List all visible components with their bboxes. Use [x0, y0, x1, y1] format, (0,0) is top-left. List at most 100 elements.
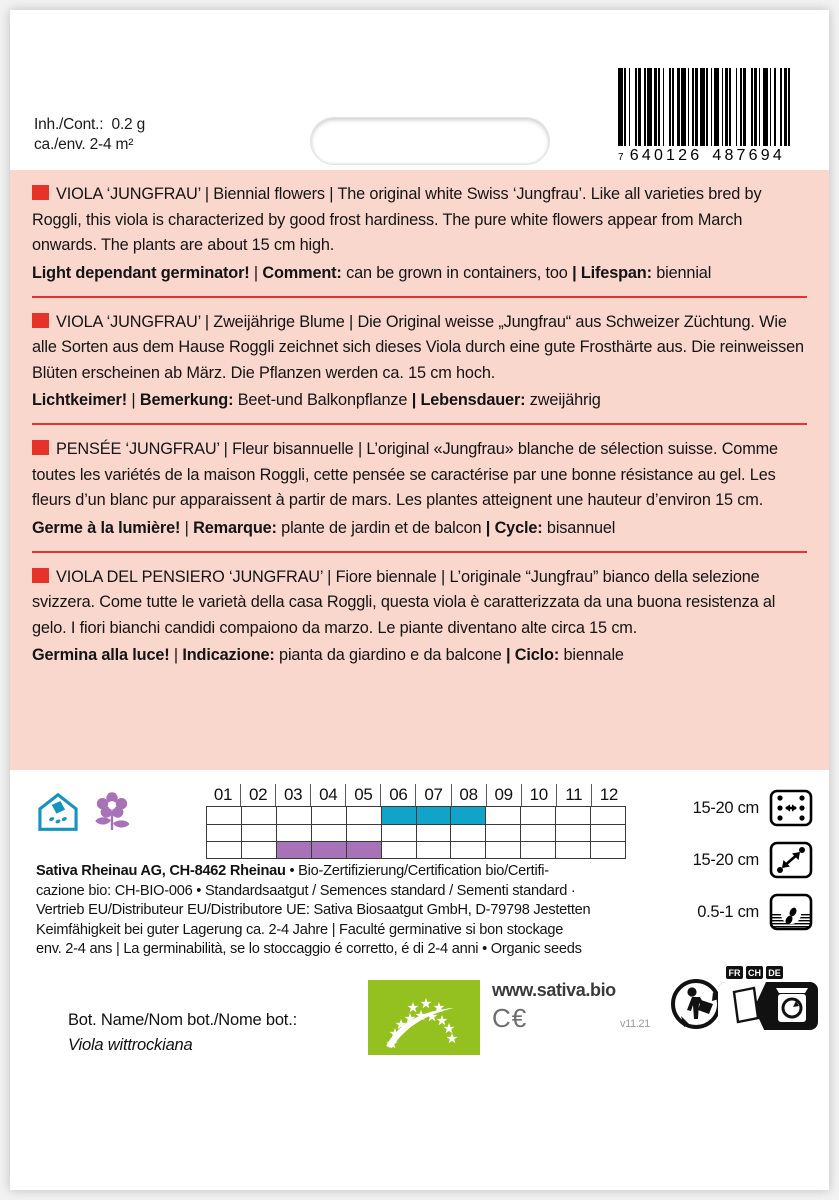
content-weight: Inh./Cont.: 0.2 g: [34, 116, 146, 133]
lifespan-label-it: | Ciclo:: [505, 646, 560, 664]
barcode-bar: [692, 68, 694, 146]
calendar-flowering-row: [207, 841, 625, 858]
lifespan-value-de: zweijährig: [525, 391, 601, 409]
barcode-bar: [635, 68, 637, 146]
barcode-bar: [740, 68, 742, 146]
calendar-cell-09: [486, 842, 522, 858]
barcode-bar: [774, 68, 776, 146]
language-attributes-de: Lichtkeimer! | Bemerkung: Beet-und Balko…: [32, 388, 807, 413]
lifespan-label-fr: | Cycle:: [485, 518, 543, 537]
description-panel: VIOLA ‘JUNGFRAU’ | Biennial flowers | Th…: [10, 170, 829, 770]
calendar-cell-11: [556, 807, 592, 824]
barcode-bar: [695, 68, 699, 146]
calendar-cell-03: [277, 825, 312, 841]
calendar-cell-09: [486, 825, 522, 841]
barcode-bar: [758, 68, 761, 146]
recycling-icons: FR CH DE: [670, 966, 820, 1046]
disposal-icons-group: FR CH DE: [671, 966, 818, 1034]
botanical-name-value: Viola wittrockiana: [68, 1036, 193, 1054]
calendar-grid: [206, 806, 626, 859]
calendar-cell-05: [346, 842, 382, 858]
company-info: Sativa Rheinau AG, CH-8462 Rheinau • Bio…: [36, 862, 656, 960]
language-block-de: VIOLA ‘JUNGFRAU’ | Zweijährige Blume | D…: [32, 295, 807, 424]
calendar-cell-03: [277, 807, 312, 824]
calendar-sowing-row: [207, 807, 625, 824]
barcode-bar: [658, 68, 660, 146]
language-attributes-fr: Germe à la lumière! | Remarque: plante d…: [32, 516, 807, 541]
barcode-bar: [790, 68, 795, 146]
calendar-cell-10: [521, 807, 557, 824]
calendar-cell-02: [242, 825, 277, 841]
comment-value-fr: plante de jardin et de balcon: [276, 518, 486, 537]
comment-label-fr: Remarque:: [193, 518, 277, 537]
barcode-bar: [624, 68, 626, 146]
calendar-cell-12: [591, 807, 625, 824]
calendar-cell-07: [417, 842, 452, 858]
barcode-bar: [713, 68, 719, 146]
red-square-bullet-icon: [32, 440, 49, 455]
calendar-cell-01: [207, 825, 242, 841]
brand-block: www.sativa.bio C€ v11.21: [492, 980, 667, 1032]
calendar-cell-12: [591, 842, 625, 858]
barcode-bar: [647, 68, 653, 146]
language-attributes-it: Germina alla luce! | Indicazione: pianta…: [32, 643, 807, 668]
plant-spacing-row: 15-20 cm: [643, 834, 813, 886]
botanical-name-label: Bot. Name/Nom bot./Nome bot.:: [68, 1011, 297, 1029]
version-label: v11.21: [620, 1018, 650, 1030]
barcode-digits: 7 640126 487694: [618, 147, 808, 165]
sowing-greenhouse-icon: [38, 792, 78, 831]
website-url[interactable]: www.sativa.bio: [492, 980, 616, 1000]
calendar-cell-11: [556, 842, 592, 858]
company-line-1-rest: • Bio-Zertifizierung/Certification bio/C…: [285, 863, 549, 879]
barcode-lead-digit: 7: [618, 152, 625, 163]
barcode-bar: [788, 68, 790, 146]
comment-value-en: can be grown in containers, too: [341, 263, 573, 282]
content-area: ca./env. 2-4 m²: [34, 136, 134, 153]
red-square-bullet-icon: [32, 185, 49, 200]
lifespan-label-de: | Lebensdauer:: [411, 391, 526, 409]
svg-text:DE: DE: [768, 968, 781, 978]
separator-de: |: [127, 391, 140, 409]
barcode-bar: [729, 68, 731, 146]
barcode-left-group: 640126: [629, 147, 703, 164]
barcode-bar: [769, 68, 772, 146]
eu-leaf-stars-icon: [386, 998, 458, 1049]
plant-spacing-label: 15-20 cm: [692, 850, 760, 869]
row-spacing-icon: [769, 789, 813, 827]
barcode-bar: [681, 68, 687, 146]
calendar-cell-02: [242, 842, 277, 858]
barcode-bar: [721, 68, 724, 146]
company-name: Sativa Rheinau AG, CH-8462 Rheinau: [36, 863, 286, 879]
calendar-cell-08: [451, 842, 487, 858]
flower-icon: [95, 792, 130, 831]
calendar-cell-12: [591, 825, 625, 841]
language-block-fr: PENSÉE ‘JUNGFRAU’ | Fleur bisannuelle | …: [32, 423, 807, 551]
calendar-cell-11: [556, 825, 592, 841]
barcode-right-group: 487694: [712, 147, 785, 164]
barcode-bar: [780, 68, 782, 146]
comment-label-de: Bemerkung:: [139, 391, 234, 409]
eu-organic-logo: [368, 980, 480, 1055]
barcode-bar: [754, 68, 758, 146]
barcode-bar: [676, 68, 680, 146]
barcode-bar: [662, 68, 665, 146]
separator-it: |: [169, 646, 183, 664]
barcode-bar: [699, 68, 705, 146]
barcode-bar: [724, 68, 728, 146]
calendar-cell-08: [451, 807, 487, 824]
calendar-cell-05: [347, 807, 382, 824]
paper-bin-icon: [718, 982, 818, 1034]
barcode-bar: [653, 68, 657, 146]
company-line-5: env. 2-4 ans | La germinabilità, se lo s…: [36, 941, 582, 958]
calendar-cell-04: [311, 842, 347, 858]
barcode-bar: [638, 68, 642, 146]
calendar-cell-04: [312, 825, 347, 841]
barcode-bar: [743, 68, 747, 146]
calendar-cell-01: [207, 842, 242, 858]
barcode-bar: [618, 68, 623, 146]
calendar-month-08: 08: [452, 784, 487, 806]
calendar-empty-row: [207, 824, 625, 841]
plant-spacing-icon: [769, 841, 813, 879]
language-description-en: VIOLA ‘JUNGFRAU’ | Biennial flowers | Th…: [32, 185, 762, 254]
barcode-bars: [618, 68, 808, 146]
